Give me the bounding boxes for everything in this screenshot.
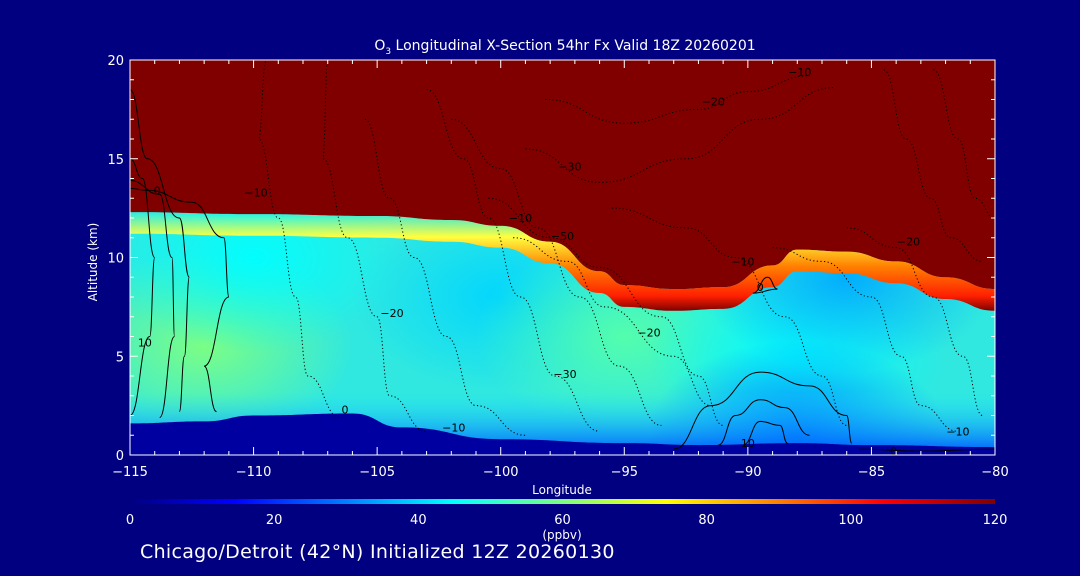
contour-solid bbox=[130, 89, 190, 413]
y-tick-label: 15 bbox=[107, 153, 124, 168]
contour-label: −20 bbox=[637, 327, 660, 340]
title-species: O bbox=[374, 38, 385, 54]
colorbar-tick-label: 120 bbox=[983, 513, 1008, 528]
contour-solid bbox=[673, 371, 853, 450]
y-axis: 0 5 10 15 20 bbox=[107, 54, 995, 464]
contour-label: −20 bbox=[897, 236, 920, 249]
colorbar-tick-label: 80 bbox=[698, 513, 715, 528]
boundary-layer-region bbox=[130, 413, 995, 455]
y-tick-label: 5 bbox=[116, 350, 124, 365]
title-rest: Longitudinal X-Section 54hr Fx Valid 18Z… bbox=[391, 38, 756, 54]
colorbar-tick-label: 0 bbox=[126, 513, 134, 528]
x-axis-label: Longitude bbox=[532, 483, 592, 497]
x-tick-label: −95 bbox=[611, 465, 638, 480]
x-axis: −115 −110 −105 −100 −95 −90 −85 −80 bbox=[112, 60, 1009, 480]
x-tick-label: −100 bbox=[483, 465, 519, 480]
contour-dotted bbox=[525, 87, 835, 183]
colorbar bbox=[130, 499, 995, 504]
x-tick-label: −105 bbox=[359, 465, 395, 480]
x-tick-label: −90 bbox=[734, 465, 761, 480]
contour-label: 0 bbox=[342, 404, 349, 417]
contour-label: −30 bbox=[558, 161, 581, 174]
x-tick-label: −115 bbox=[112, 465, 148, 480]
colorbar-tick-label: 60 bbox=[554, 513, 571, 528]
contour-dotted bbox=[932, 69, 995, 219]
contour-label: −30 bbox=[553, 368, 576, 381]
contour-solid bbox=[130, 158, 156, 416]
colorbar-tick-label: 100 bbox=[838, 513, 863, 528]
contour-label: −10 bbox=[788, 66, 811, 79]
contour-dotted bbox=[513, 237, 711, 407]
y-axis-label: Altitude (km) bbox=[86, 223, 100, 302]
contour-solid bbox=[130, 180, 175, 418]
contour-label: 10 bbox=[138, 336, 152, 349]
colorbar-ticks: 0 20 40 60 80 100 120 bbox=[126, 513, 1008, 528]
contour-dotted bbox=[545, 75, 810, 124]
contour-label: 0 bbox=[757, 281, 764, 294]
contour-label: −20 bbox=[380, 307, 403, 320]
contour-label: 10 bbox=[741, 437, 755, 450]
contour-label: −10 bbox=[509, 212, 532, 225]
contour-dotted bbox=[846, 227, 983, 416]
footer-caption: Chicago/Detroit (42°N) Initialized 12Z 2… bbox=[140, 541, 615, 563]
contour-dotted bbox=[488, 197, 724, 426]
colorbar-tick-label: 40 bbox=[410, 513, 427, 528]
x-tick-label: −85 bbox=[858, 465, 885, 480]
stratosphere-region bbox=[130, 60, 995, 290]
chart-title: O3 Longitudinal X-Section 54hr Fx Valid … bbox=[374, 38, 755, 57]
contour-solid bbox=[742, 420, 788, 446]
title-subscript: 3 bbox=[385, 47, 391, 57]
contour-label: −10 bbox=[244, 186, 267, 199]
contour-label: −10 bbox=[731, 255, 754, 268]
y-tick-label: 0 bbox=[116, 449, 124, 464]
contour-label: −50 bbox=[551, 230, 574, 243]
contour-labels: 0100−10−10−20−10−50−30−20−30−20−10−10010… bbox=[138, 66, 970, 458]
contour-label: 0 bbox=[890, 445, 897, 458]
contour-label: −10 bbox=[442, 421, 465, 434]
contour-label: 0 bbox=[154, 184, 161, 197]
contour-dotted bbox=[883, 69, 983, 262]
contour-label: −10 bbox=[946, 425, 969, 438]
colorbar-unit: (ppbv) bbox=[542, 528, 581, 542]
contour-solid bbox=[752, 276, 778, 294]
contour-dotted bbox=[451, 118, 662, 426]
y-tick-label: 10 bbox=[107, 252, 124, 267]
contour-solid bbox=[718, 399, 810, 446]
contour-solid bbox=[130, 187, 230, 413]
contour-dotted bbox=[322, 61, 427, 432]
colorbar-tick-label: 20 bbox=[266, 513, 283, 528]
plot-area: 0100−10−10−20−10−50−30−20−30−20−10−10010… bbox=[130, 60, 995, 458]
contour-lines bbox=[130, 61, 995, 452]
contour-label: −20 bbox=[702, 95, 725, 108]
x-tick-label: −110 bbox=[236, 465, 272, 480]
y-tick-label: 20 bbox=[107, 54, 124, 69]
x-tick-label: −80 bbox=[981, 465, 1008, 480]
tropopause-gradient bbox=[130, 212, 995, 311]
